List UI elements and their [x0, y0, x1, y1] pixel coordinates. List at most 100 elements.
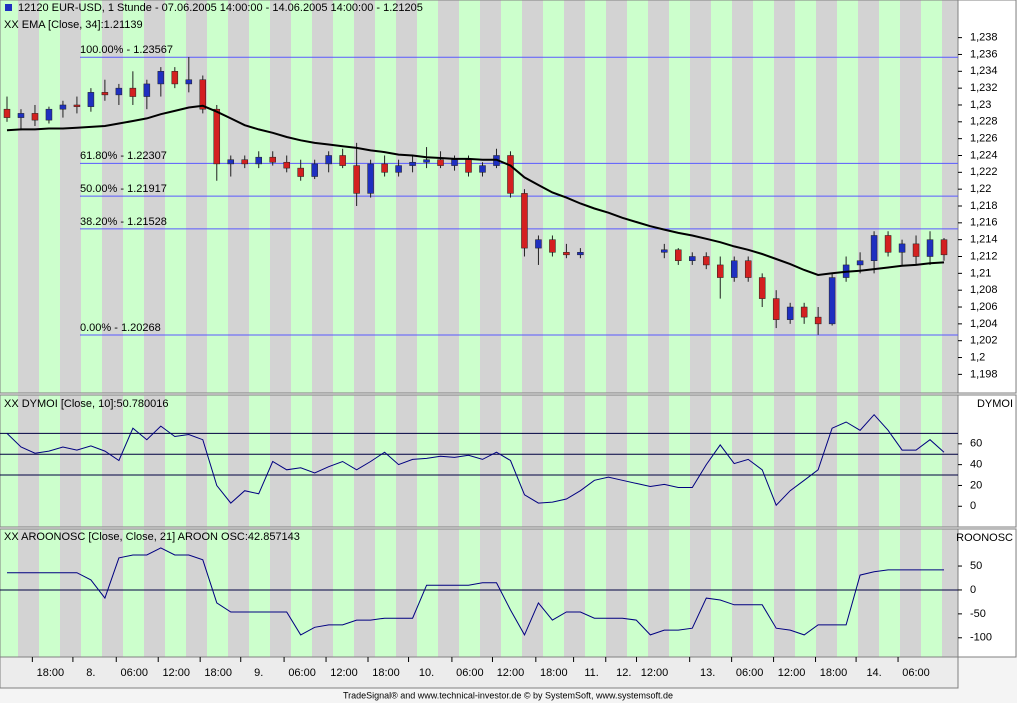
candle-body: [297, 167, 304, 177]
candle-body: [171, 71, 179, 85]
session-stripe: [207, 529, 228, 657]
session-stripe: [753, 395, 774, 527]
x-tick-label: 12:00: [641, 667, 669, 679]
candle-body: [101, 92, 109, 96]
axis-label-box: [959, 396, 1015, 412]
candle-body: [730, 260, 738, 278]
y-tick-label: 1,204: [970, 318, 998, 330]
session-stripe: [543, 395, 564, 527]
session-stripe: [291, 395, 312, 527]
session-stripe: [795, 529, 816, 657]
session-stripe: [123, 529, 144, 657]
session-stripe: [249, 529, 270, 657]
x-tick-label: 18:00: [37, 667, 65, 679]
session-stripe: [0, 0, 18, 393]
candle-body: [940, 239, 948, 256]
y-tick-label: 50: [970, 560, 982, 572]
session-stripe: [585, 529, 606, 657]
candle-body: [367, 163, 374, 194]
session-stripe: [291, 529, 312, 657]
y-tick-label: -50: [970, 608, 986, 620]
y-tick-label: -100: [970, 632, 992, 644]
x-tick-label: 10.: [419, 667, 434, 679]
session-stripe: [375, 395, 396, 527]
x-tick-label: 06:00: [288, 667, 316, 679]
candle-body: [814, 316, 822, 325]
session-stripe: [165, 529, 186, 657]
candle-body: [703, 256, 710, 266]
symbol-marker: [5, 4, 12, 11]
x-tick-label: 13.: [700, 667, 715, 679]
y-tick-label: 1,218: [970, 200, 998, 212]
x-tick-label: 06:00: [736, 667, 764, 679]
y-tick-label: 1,228: [970, 116, 998, 128]
session-stripe: [81, 529, 102, 657]
candle-body: [535, 239, 542, 249]
x-tick-label: 12:00: [330, 667, 358, 679]
session-stripe: [459, 395, 480, 527]
session-stripe: [879, 529, 900, 657]
session-stripe: [333, 529, 354, 657]
candle-body: [129, 87, 137, 97]
candle-body: [661, 249, 668, 253]
y-tick-label: 1,232: [970, 82, 998, 94]
candle-body: [143, 83, 151, 97]
y-tick-label: 20: [970, 479, 982, 491]
candle-body: [353, 165, 360, 194]
series-line: [6, 104, 945, 277]
axis-label-box: [959, 530, 1015, 546]
x-tick-label: 18:00: [204, 667, 232, 679]
x-tick-label: 18:00: [540, 667, 568, 679]
axis-panel: [957, 528, 1017, 658]
candle-body: [31, 113, 39, 121]
candle-body: [884, 235, 892, 253]
candle-body: [870, 235, 878, 261]
candle-body: [716, 264, 724, 278]
candle-body: [437, 159, 444, 166]
x-tick-label: 14.: [866, 667, 881, 679]
y-tick-label: 40: [970, 459, 982, 471]
candle-body: [898, 243, 906, 253]
session-stripe: [879, 395, 900, 527]
series-name: XX DYMOI [Close, 10]:50.780016: [4, 398, 168, 410]
session-stripe: [375, 529, 396, 657]
y-tick-label: 1,202: [970, 335, 998, 347]
session-stripe: [711, 529, 732, 657]
candle-body: [451, 159, 458, 166]
session-stripe: [0, 529, 18, 657]
candle-body: [311, 163, 318, 177]
x-tick-label: 18:00: [820, 667, 848, 679]
session-stripe: [417, 395, 438, 527]
session-stripe: [501, 395, 522, 527]
session-stripe: [39, 0, 60, 393]
x-tick-label: 12:00: [778, 667, 806, 679]
session-stripe: [711, 395, 732, 527]
candle-body: [577, 252, 584, 256]
candle-body: [744, 260, 752, 278]
candle-body: [381, 163, 388, 173]
candle-body: [339, 155, 346, 166]
candle-body: [772, 298, 780, 320]
axis-panel: [957, 394, 1017, 528]
candle-body: [912, 243, 920, 257]
candle-body: [73, 104, 81, 107]
x-tick-label: 12.: [616, 667, 631, 679]
footer: TradeSignal® and www.technical-investor.…: [343, 690, 673, 700]
series-name: XX EMA [Close, 34]:1.21139: [4, 19, 143, 31]
y-tick-label: 1,23: [970, 99, 991, 111]
y-tick-label: 1,206: [970, 301, 998, 313]
candle-body: [675, 249, 682, 261]
session-stripe: [669, 529, 690, 657]
x-tick-label: 9.: [254, 667, 263, 679]
session-stripe: [0, 395, 18, 527]
y-tick-label: 1,2: [970, 351, 985, 363]
fibonacci-label: 0.00% - 1.20268: [80, 322, 161, 334]
session-stripe: [627, 395, 648, 527]
candle-body: [395, 165, 402, 173]
y-tick-label: 1,216: [970, 217, 998, 229]
fibonacci-label: 61.80% - 1.22307: [80, 150, 167, 162]
session-stripe: [753, 529, 774, 657]
candle-body: [563, 252, 570, 256]
candle-body: [465, 159, 472, 173]
